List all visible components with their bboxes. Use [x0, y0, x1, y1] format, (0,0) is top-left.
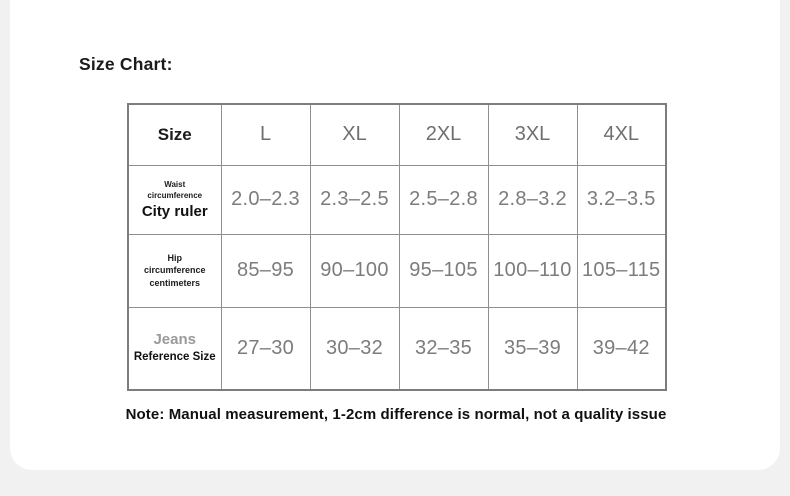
- size-header-XL: XL: [309, 103, 400, 166]
- jeans-value-XL: 30–32: [309, 306, 400, 391]
- size-chart-table-container: Size L XL 2XL 3XL 4XL Waist circumferenc…: [127, 103, 667, 391]
- hip-circumference-label: Hip circumference centimeters: [143, 252, 206, 288]
- waist-value-4XL: 3.2–3.5: [576, 164, 667, 235]
- waist-value-2XL: 2.5–2.8: [398, 164, 489, 235]
- jeans-row: Jeans Reference Size 27–30 30–32 32–35 3…: [127, 306, 667, 391]
- city-ruler-label: City ruler: [141, 202, 208, 220]
- size-header-3XL: 3XL: [487, 103, 578, 166]
- hip-row: Hip circumference centimeters 85–95 90–1…: [127, 233, 667, 308]
- hip-value-2XL: 95–105: [398, 233, 489, 308]
- hip-value-3XL: 100–110: [487, 233, 578, 308]
- hip-value-XL: 90–100: [309, 233, 400, 308]
- jeans-value-2XL: 32–35: [398, 306, 489, 391]
- waist-circumference-label: Waist circumference: [147, 180, 203, 201]
- size-chart-table: Size L XL 2XL 3XL 4XL Waist circumferenc…: [127, 103, 667, 391]
- hip-value-4XL: 105–115: [576, 233, 667, 308]
- waist-row: Waist circumference City ruler 2.0–2.3 2…: [127, 164, 667, 235]
- table-header-row: Size L XL 2XL 3XL 4XL: [127, 103, 667, 166]
- jeans-value-3XL: 35–39: [487, 306, 578, 391]
- jeans-value-L: 27–30: [220, 306, 311, 391]
- hip-row-label-cell: Hip circumference centimeters: [127, 233, 222, 308]
- waist-row-label-cell: Waist circumference City ruler: [127, 164, 222, 235]
- waist-value-L: 2.0–2.3: [220, 164, 311, 235]
- page-title: Size Chart:: [79, 54, 173, 74]
- jeans-label: Jeans: [153, 331, 197, 349]
- reference-size-label: Reference Size: [133, 351, 216, 364]
- hip-value-L: 85–95: [220, 233, 311, 308]
- measurement-note: Note: Manual measurement, 1-2cm differen…: [125, 406, 667, 423]
- jeans-value-4XL: 39–42: [576, 306, 667, 391]
- size-header-4XL: 4XL: [576, 103, 667, 166]
- size-header-2XL: 2XL: [398, 103, 489, 166]
- waist-value-3XL: 2.8–3.2: [487, 164, 578, 235]
- jeans-row-label-cell: Jeans Reference Size: [127, 306, 222, 391]
- size-header-L: L: [220, 103, 311, 166]
- size-column-header: Size: [127, 103, 222, 166]
- waist-value-XL: 2.3–2.5: [309, 164, 400, 235]
